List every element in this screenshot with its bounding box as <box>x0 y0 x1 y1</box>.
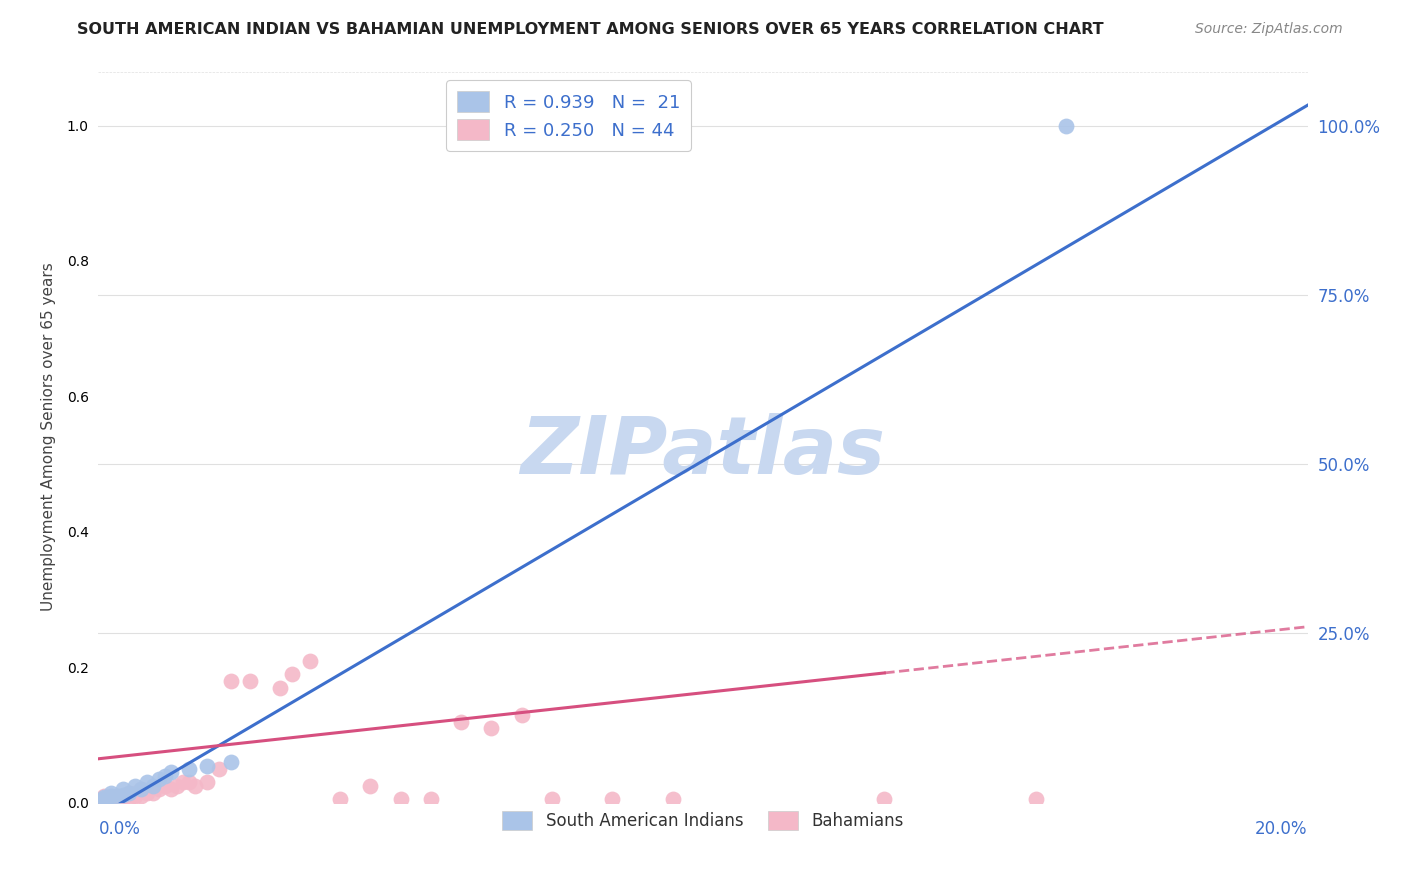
Point <box>148 772 170 786</box>
Point <box>329 792 352 806</box>
Point <box>129 789 152 803</box>
Point <box>389 792 412 806</box>
Point <box>105 792 128 806</box>
Point <box>281 667 304 681</box>
Point <box>105 789 128 803</box>
Point <box>179 775 201 789</box>
Point <box>105 789 128 803</box>
Point <box>153 769 176 783</box>
Point <box>129 782 152 797</box>
Point <box>111 789 134 803</box>
Legend: South American Indians, Bahamians: South American Indians, Bahamians <box>494 803 912 838</box>
Point <box>172 775 194 789</box>
Point <box>124 789 146 803</box>
Point <box>91 792 114 806</box>
Point <box>96 792 118 806</box>
Point <box>111 792 134 806</box>
Text: ZIPatlas: ZIPatlas <box>520 413 886 491</box>
Point <box>100 789 122 803</box>
Point <box>661 792 683 806</box>
Point <box>160 765 183 780</box>
Point <box>873 792 896 806</box>
Point <box>450 714 472 729</box>
Y-axis label: Unemployment Among Seniors over 65 years: Unemployment Among Seniors over 65 years <box>41 263 56 611</box>
Point <box>540 792 562 806</box>
Point <box>179 762 201 776</box>
Point <box>360 779 382 793</box>
Point <box>153 779 176 793</box>
Point <box>269 681 291 695</box>
Text: Source: ZipAtlas.com: Source: ZipAtlas.com <box>1195 22 1343 37</box>
Point <box>1054 119 1077 133</box>
Point <box>481 721 503 735</box>
Point <box>208 762 231 776</box>
Point <box>420 792 443 806</box>
Point <box>94 791 117 805</box>
Point <box>129 782 152 797</box>
Point <box>221 673 243 688</box>
Point <box>90 792 112 806</box>
Point <box>142 786 165 800</box>
Point <box>111 782 134 797</box>
Point <box>135 786 157 800</box>
Point <box>100 786 122 800</box>
Point <box>166 779 188 793</box>
Point <box>100 789 122 803</box>
Point <box>160 782 183 797</box>
Point <box>221 755 243 769</box>
Point <box>93 792 115 806</box>
Point <box>299 654 322 668</box>
Point <box>124 779 146 793</box>
Point <box>111 788 134 802</box>
Point <box>602 792 624 806</box>
Point <box>195 775 218 789</box>
Point <box>93 789 115 803</box>
Point <box>142 779 165 793</box>
Point <box>148 782 170 797</box>
Point <box>124 786 146 800</box>
Point <box>93 790 115 805</box>
Text: SOUTH AMERICAN INDIAN VS BAHAMIAN UNEMPLOYMENT AMONG SENIORS OVER 65 YEARS CORRE: SOUTH AMERICAN INDIAN VS BAHAMIAN UNEMPL… <box>77 22 1104 37</box>
Point <box>118 792 141 806</box>
Point <box>195 758 218 772</box>
Point <box>239 673 262 688</box>
Text: 0.0%: 0.0% <box>98 820 141 838</box>
Point <box>96 791 118 805</box>
Point <box>510 707 533 722</box>
Point <box>118 786 141 800</box>
Point <box>1024 792 1046 806</box>
Point <box>135 775 157 789</box>
Point <box>184 779 207 793</box>
Point <box>118 786 141 800</box>
Text: 20.0%: 20.0% <box>1256 820 1308 838</box>
Point <box>100 792 122 806</box>
